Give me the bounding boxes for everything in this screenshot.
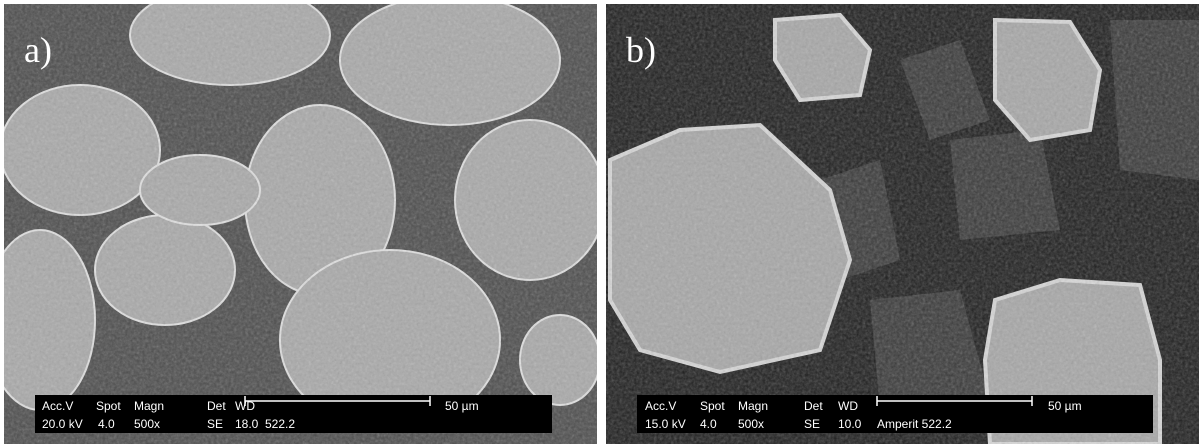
info-value: 500x — [134, 417, 160, 431]
info-value: 18.0 — [235, 417, 259, 431]
micrograph-a — [0, 0, 605, 444]
info-value: 15.0 kV — [645, 417, 686, 431]
info-value: SE — [804, 417, 820, 431]
info-value: 4.0 — [700, 417, 717, 431]
info-header: Magn — [738, 399, 768, 413]
info-value: 10.0 — [838, 417, 862, 431]
panel-label: b) — [626, 30, 656, 70]
info-header: Acc.V — [42, 399, 73, 413]
info-header: Det — [207, 399, 226, 413]
scale-label: 50 µm — [1048, 399, 1082, 413]
info-header: Det — [804, 399, 823, 413]
info-header: Acc.V — [645, 399, 676, 413]
info-value: Amperit 522.2 — [877, 417, 952, 431]
info-header: Spot — [700, 399, 725, 413]
info-value: 4.0 — [98, 417, 115, 431]
info-header: WD — [838, 399, 858, 413]
scale-label: 50 µm — [445, 399, 479, 413]
info-value: 522.2 — [265, 417, 295, 431]
micrograph-b — [606, 4, 1199, 444]
panel-label: a) — [24, 30, 52, 70]
info-value: SE — [207, 417, 223, 431]
info-value: 500x — [738, 417, 764, 431]
info-header: Spot — [96, 399, 121, 413]
info-header: Magn — [134, 399, 164, 413]
info-value: 20.0 kV — [42, 417, 83, 431]
figure: a) Acc.V Spot Magn Det WD 20.0 kV 4.0 500x SE 18.0… — [0, 0, 1203, 448]
